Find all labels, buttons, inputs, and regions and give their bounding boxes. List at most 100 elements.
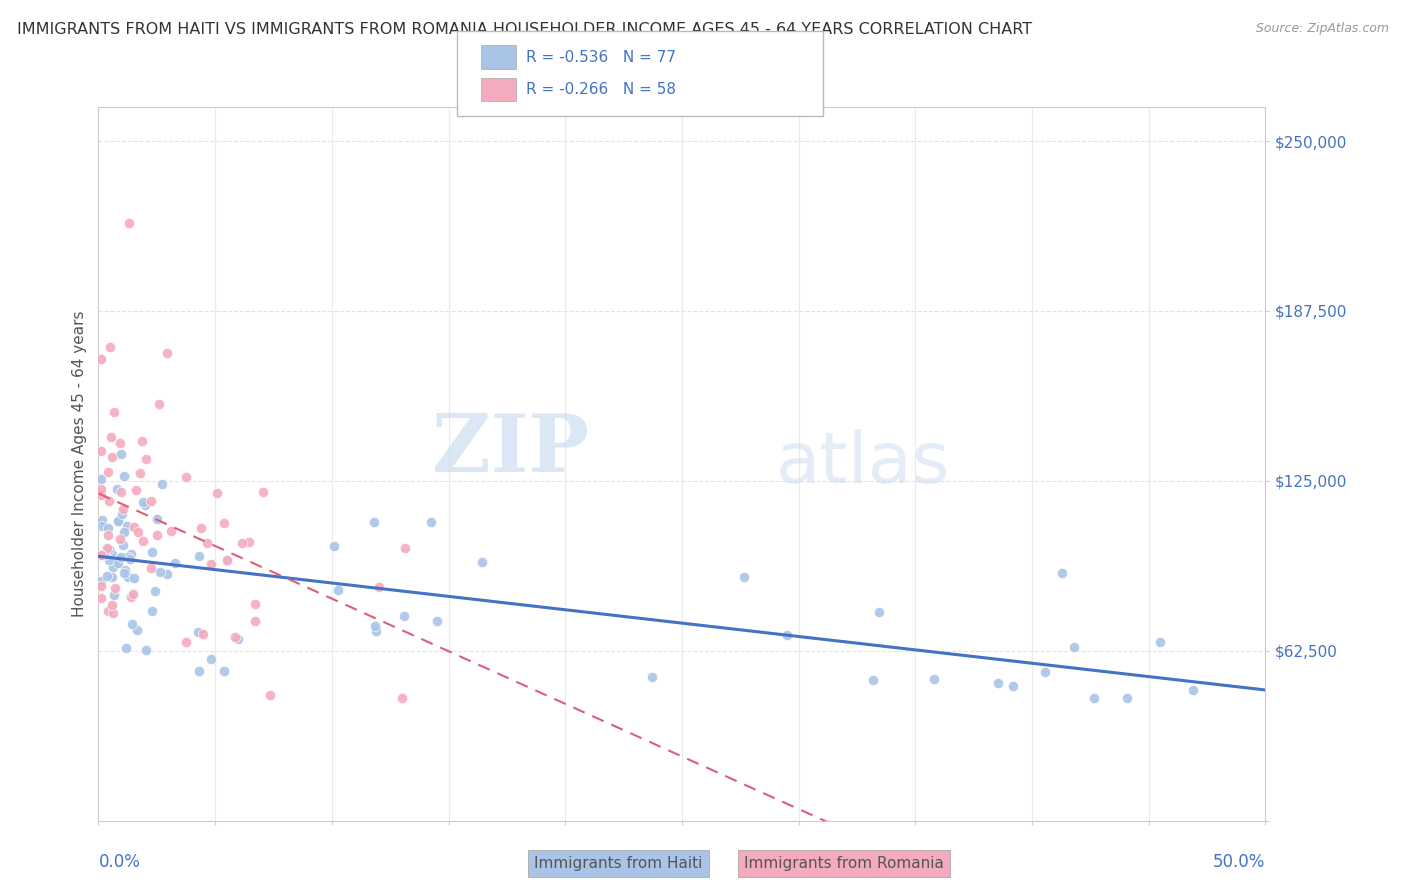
Point: [93, 548, 115, 562]
Point: [215, 552, 238, 566]
Point: [118, 552, 141, 566]
Point: [97, 494, 120, 508]
Point: [125, 623, 148, 637]
Point: [101, 598, 124, 612]
Point: [215, 554, 238, 568]
Point: [129, 466, 152, 480]
Text: Immigrants from Haiti: Immigrants from Haiti: [534, 856, 703, 871]
Point: [243, 614, 266, 628]
Point: [364, 618, 387, 632]
Text: Immigrants from Romania: Immigrants from Romania: [744, 856, 943, 871]
Point: [112, 566, 135, 581]
Point: [96, 541, 118, 556]
Point: [641, 670, 664, 684]
Text: atlas: atlas: [775, 429, 949, 499]
Point: [107, 514, 129, 528]
Point: [110, 485, 132, 500]
Point: [200, 557, 222, 571]
Point: [107, 551, 129, 566]
Point: [368, 580, 391, 594]
Point: [231, 536, 253, 550]
Point: [117, 550, 139, 565]
Point: [101, 450, 124, 464]
Point: [190, 520, 212, 534]
Point: [120, 590, 142, 604]
Point: [103, 588, 125, 602]
Point: [188, 664, 211, 678]
Point: [105, 482, 128, 496]
Point: [148, 397, 170, 411]
Point: [141, 604, 163, 618]
Point: [90, 482, 112, 496]
Point: [132, 495, 155, 509]
Point: [104, 581, 127, 595]
Point: [252, 485, 274, 500]
Point: [101, 570, 124, 584]
Point: [115, 518, 138, 533]
Point: [156, 567, 179, 582]
Point: [121, 617, 143, 632]
Point: [101, 559, 124, 574]
Point: [117, 570, 139, 584]
Point: [90, 443, 112, 458]
Point: [114, 640, 136, 655]
Point: [103, 606, 125, 620]
Point: [132, 534, 155, 549]
Point: [122, 571, 145, 585]
Point: [1033, 665, 1056, 679]
Point: [1050, 566, 1073, 580]
Point: [191, 626, 214, 640]
Point: [160, 524, 183, 538]
Point: [471, 555, 494, 569]
Point: [97, 527, 120, 541]
Point: [98, 553, 121, 567]
Point: [426, 614, 449, 628]
Point: [90, 591, 112, 606]
Point: [420, 515, 443, 529]
Point: [97, 542, 120, 557]
Point: [862, 673, 884, 687]
Point: [97, 521, 120, 535]
Point: [1115, 691, 1137, 706]
Point: [90, 574, 112, 588]
Point: [139, 561, 162, 575]
Point: [107, 514, 129, 528]
Point: [96, 569, 118, 583]
Point: [90, 548, 112, 562]
Text: Source: ZipAtlas.com: Source: ZipAtlas.com: [1256, 22, 1389, 36]
Point: [188, 549, 211, 563]
Point: [392, 609, 415, 624]
Point: [214, 664, 236, 678]
Point: [322, 540, 344, 554]
Text: IMMIGRANTS FROM HAITI VS IMMIGRANTS FROM ROMANIA HOUSEHOLDER INCOME AGES 45 - 64: IMMIGRANTS FROM HAITI VS IMMIGRANTS FROM…: [17, 22, 1032, 37]
Point: [1001, 679, 1024, 693]
Point: [163, 556, 186, 570]
Text: 0.0%: 0.0%: [98, 853, 141, 871]
Point: [134, 498, 156, 512]
Text: 50.0%: 50.0%: [1213, 853, 1265, 871]
Point: [1149, 635, 1171, 649]
Point: [326, 582, 349, 597]
Point: [98, 340, 121, 354]
Point: [149, 565, 172, 579]
Point: [100, 430, 122, 444]
Point: [146, 528, 169, 542]
Point: [120, 547, 142, 561]
Point: [226, 632, 249, 646]
Y-axis label: Householder Income Ages 45 - 64 years: Householder Income Ages 45 - 64 years: [72, 310, 87, 617]
Point: [90, 579, 112, 593]
Point: [1182, 682, 1205, 697]
Point: [124, 519, 146, 533]
Point: [214, 516, 236, 530]
Point: [145, 512, 167, 526]
Point: [90, 548, 112, 562]
Point: [90, 512, 112, 526]
Text: R = -0.266   N = 58: R = -0.266 N = 58: [526, 82, 676, 96]
Point: [111, 508, 134, 522]
Point: [90, 488, 112, 502]
Point: [987, 676, 1010, 690]
Point: [111, 538, 134, 552]
Point: [150, 477, 173, 491]
Point: [131, 434, 153, 448]
Point: [110, 549, 132, 564]
